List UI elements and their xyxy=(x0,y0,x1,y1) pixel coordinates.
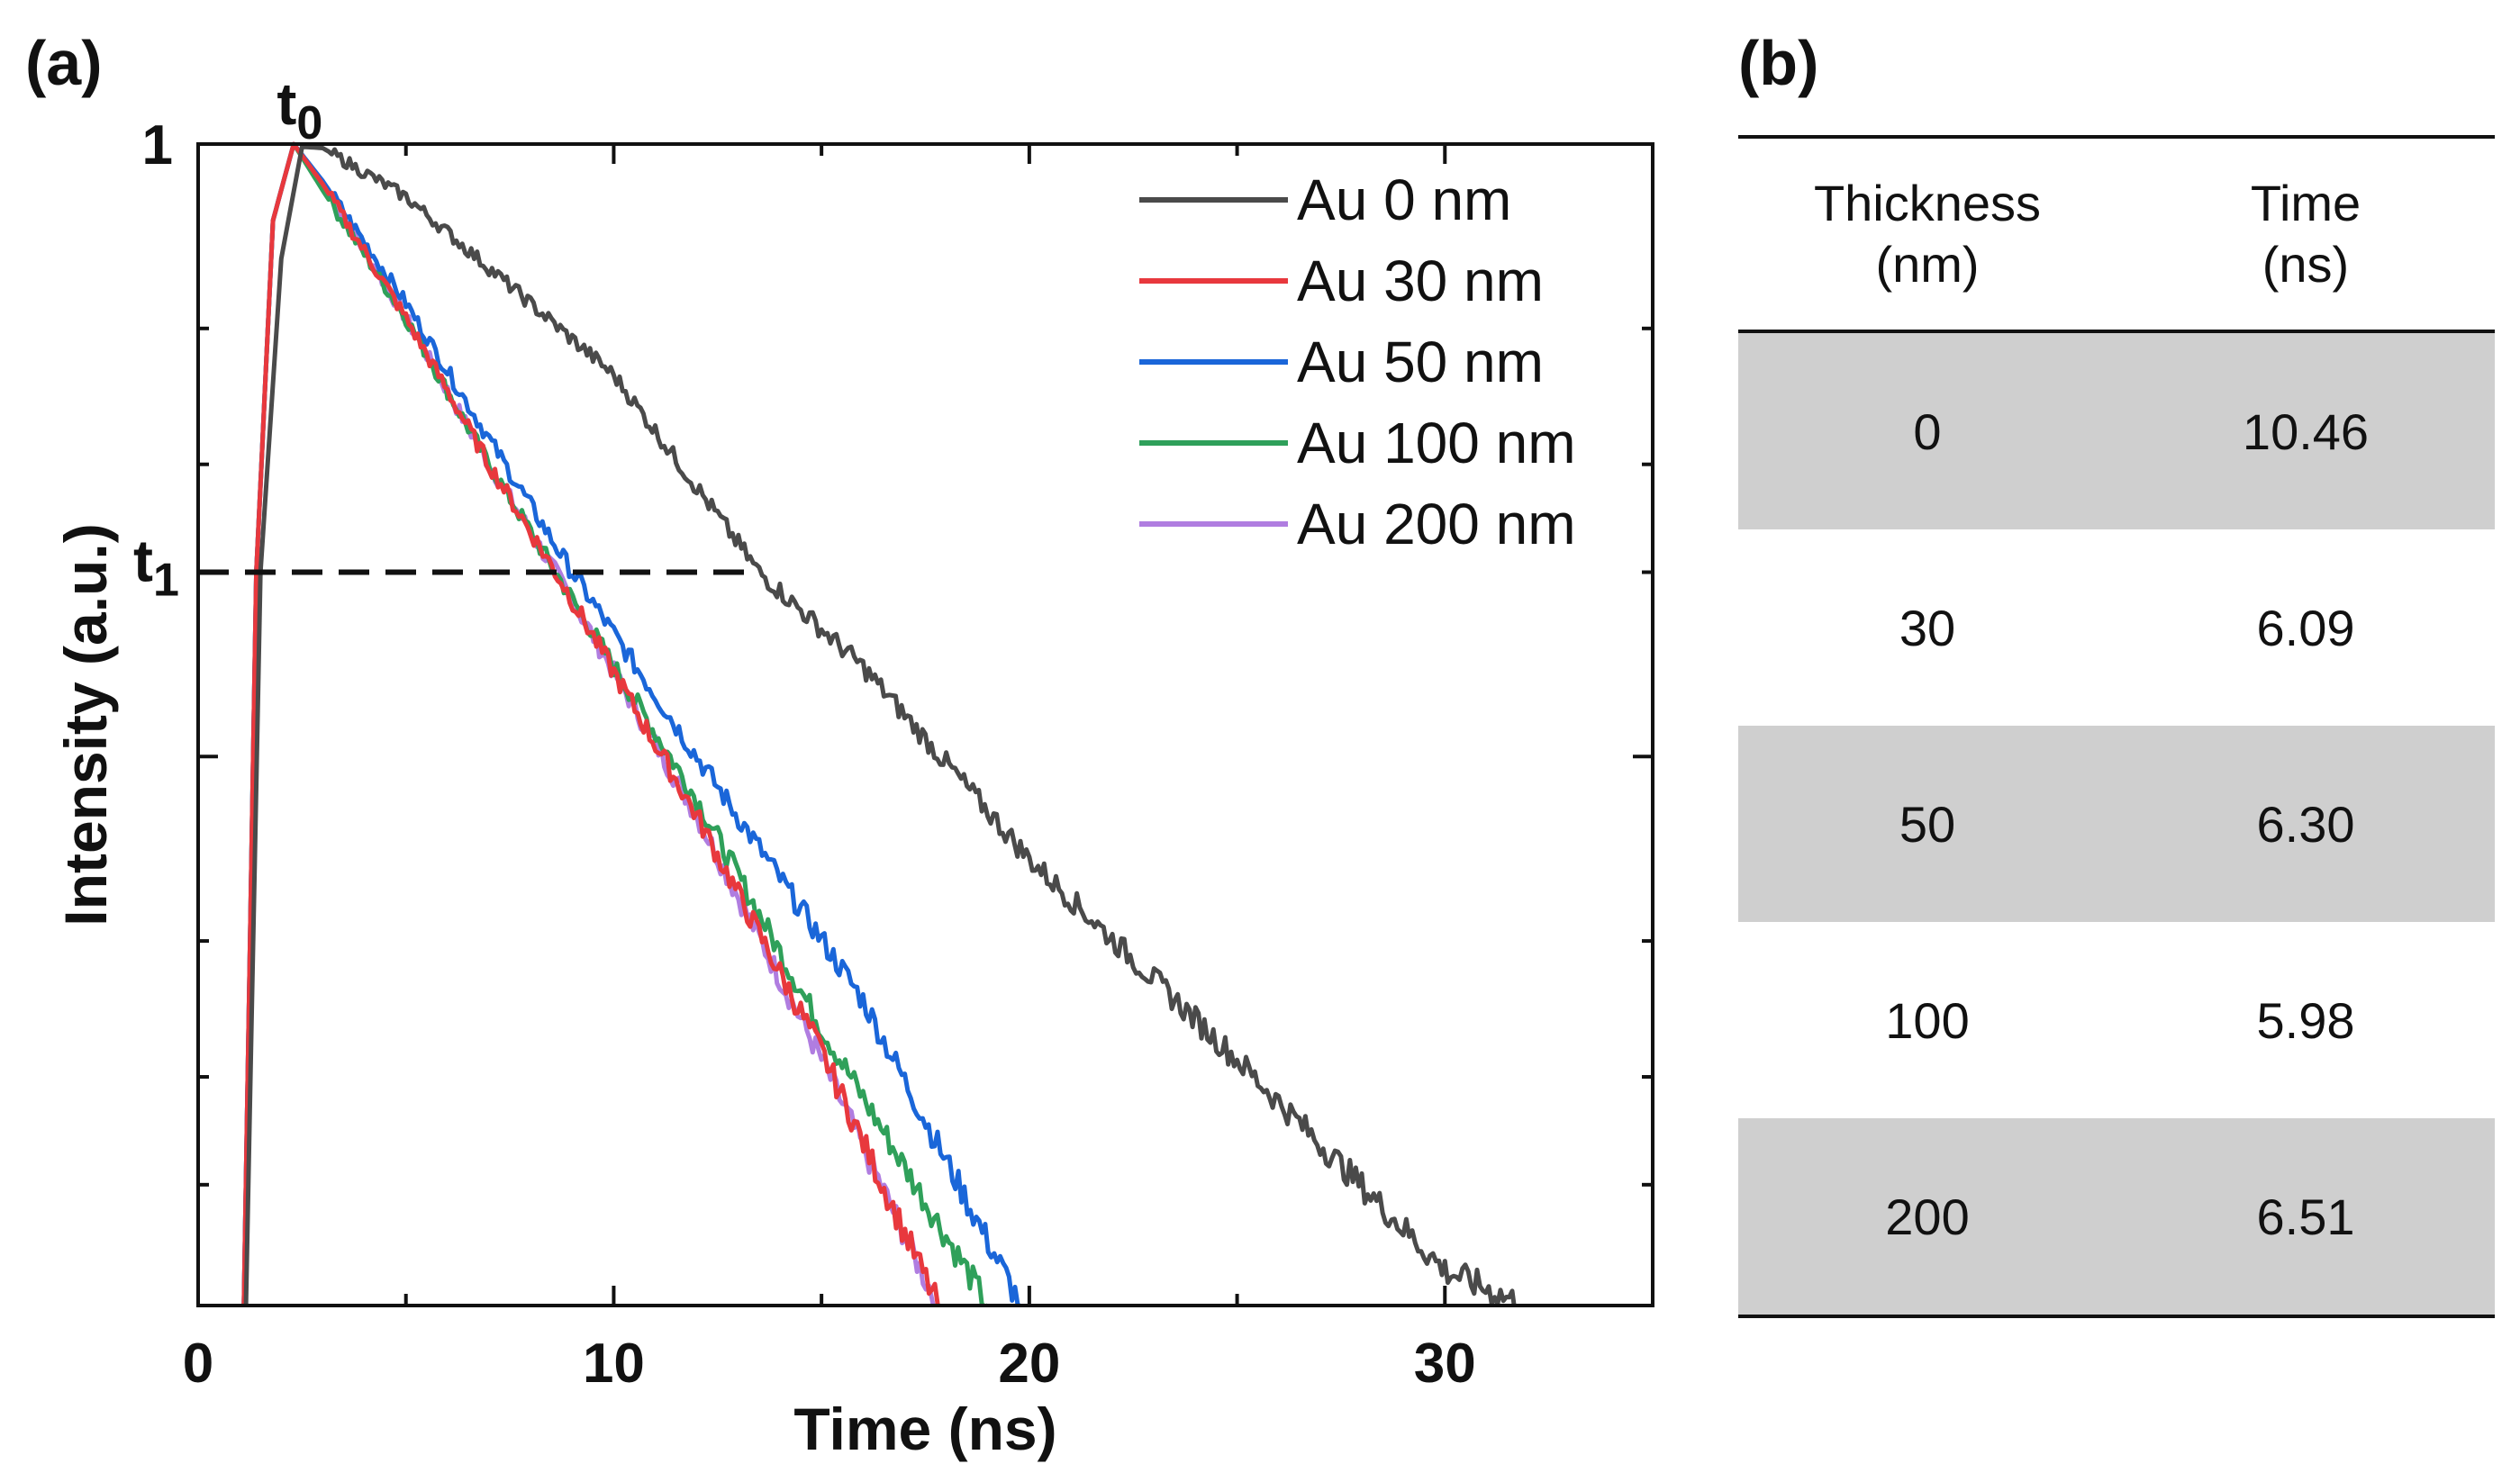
series-layer xyxy=(241,141,1524,1306)
t1-annotation: t1 xyxy=(133,528,179,607)
panel-a-label: (a) xyxy=(25,28,103,98)
x-tick-label: 30 xyxy=(1414,1333,1476,1395)
plot-frame xyxy=(196,142,1654,1307)
legend: Au 0 nm Au 30 nm Au 50 nm Au 100 nm Au 200 n… xyxy=(1134,164,1638,560)
legend-label: Au 30 nm xyxy=(1297,249,1544,313)
t0-annotation: t0 xyxy=(276,70,322,149)
header-thickness-label: Thickness xyxy=(1813,175,2042,231)
series-line-au-200-nm xyxy=(241,141,938,1306)
series-line-au-50-nm xyxy=(241,141,1021,1306)
cell-thickness: 30 xyxy=(1899,599,1956,656)
header-thickness: Thickness (nm) xyxy=(1738,137,2117,331)
decay-chart: 0 10 20 30 1 Time (ns) Intensity (a.u.) t0 t1 Au… xyxy=(52,70,1654,1462)
legend-label: Au 100 nm xyxy=(1297,411,1576,475)
x-axis-title: Time (ns) xyxy=(793,1396,1056,1462)
table-row: 50 6.30 xyxy=(1738,726,2495,922)
cell-time: 5.98 xyxy=(2256,991,2355,1049)
cell-thickness: 0 xyxy=(1738,331,2117,529)
table-row: 30 6.09 xyxy=(1738,529,2495,726)
cell-thickness: 50 xyxy=(1738,726,2117,922)
cell-time: 10.46 xyxy=(2117,331,2495,529)
cell-thickness: 200 xyxy=(1738,1118,2117,1316)
cell-time: 6.30 xyxy=(2117,726,2495,922)
header-time-label: Time xyxy=(2250,175,2361,231)
table-row: 100 5.98 xyxy=(1738,922,2495,1118)
legend-label: Au 50 nm xyxy=(1297,330,1544,394)
lifetime-table: Thickness (nm) Time (ns) 0 10.46 30 6.09… xyxy=(1738,135,2495,1318)
header-thickness-unit: (nm) xyxy=(1875,236,1980,293)
series-line-au-0-nm xyxy=(243,144,1524,1306)
cell-thickness: 100 xyxy=(1885,991,1970,1049)
legend-label: Au 200 nm xyxy=(1297,492,1576,556)
panel-b-label: (b) xyxy=(1738,28,1819,98)
series-line-au-30-nm xyxy=(241,141,940,1306)
table-row: 0 10.46 xyxy=(1738,331,2495,529)
cell-time: 6.51 xyxy=(2117,1118,2495,1316)
table-row: 200 6.51 xyxy=(1738,1118,2495,1316)
text-layer: 0 10 20 30 1 Time (ns) Intensity (a.u.) t0 t1 xyxy=(52,70,1476,1462)
table-header-row: Thickness (nm) Time (ns) xyxy=(1738,137,2495,331)
y-tick-label: 1 xyxy=(142,114,173,176)
x-tick-label: 0 xyxy=(183,1333,213,1395)
tick-layer xyxy=(196,142,1653,1306)
header-time: Time (ns) xyxy=(2117,137,2495,331)
cell-time: 6.09 xyxy=(2256,599,2355,656)
y-axis-title: Intensity (a.u.) xyxy=(52,523,119,926)
header-time-unit: (ns) xyxy=(2262,236,2350,293)
legend-label: Au 0 nm xyxy=(1297,167,1511,232)
x-tick-label: 10 xyxy=(583,1333,645,1395)
series-line-au-100-nm xyxy=(241,141,988,1306)
x-tick-label: 20 xyxy=(998,1333,1060,1395)
